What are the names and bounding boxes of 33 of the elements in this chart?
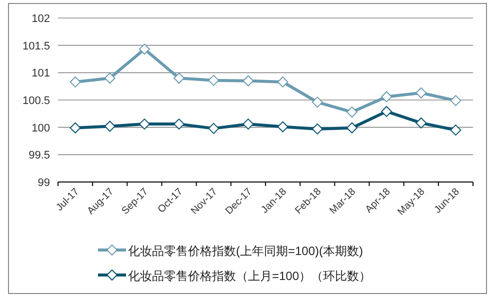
- point: [138, 44, 150, 55]
- point: [416, 117, 427, 128]
- point: [104, 120, 116, 132]
- y-tick-label: 101: [32, 68, 50, 80]
- point: [174, 72, 185, 84]
- y-tick-label: 99: [38, 177, 50, 189]
- y-tick-label: 102: [32, 13, 50, 25]
- point: [312, 123, 323, 134]
- point: [381, 91, 392, 102]
- point: [346, 122, 358, 134]
- point: [416, 87, 427, 98]
- point: [312, 96, 323, 108]
- legend-label: 化妆品零售价格指数(上年同期=100)(本期数): [128, 244, 364, 258]
- y-tick-label: 100.5: [22, 95, 50, 107]
- point: [450, 124, 462, 136]
- point: [70, 122, 81, 134]
- point: [277, 76, 288, 88]
- point: [277, 121, 288, 132]
- y-tick-label: 100: [32, 122, 50, 134]
- point: [381, 106, 392, 117]
- point: [208, 122, 220, 134]
- y-tick-label: 99.5: [28, 150, 50, 162]
- point: [174, 118, 185, 130]
- point: [208, 74, 220, 86]
- point: [138, 118, 150, 130]
- legend-label: 化妆品零售价格指数（上月=100）（环比数）: [128, 269, 372, 283]
- point: [70, 76, 81, 88]
- point: [242, 118, 254, 130]
- y-tick-label: 101.5: [22, 40, 50, 52]
- point: [346, 106, 358, 118]
- point: [242, 75, 254, 86]
- point: [450, 95, 462, 106]
- point: [104, 72, 116, 84]
